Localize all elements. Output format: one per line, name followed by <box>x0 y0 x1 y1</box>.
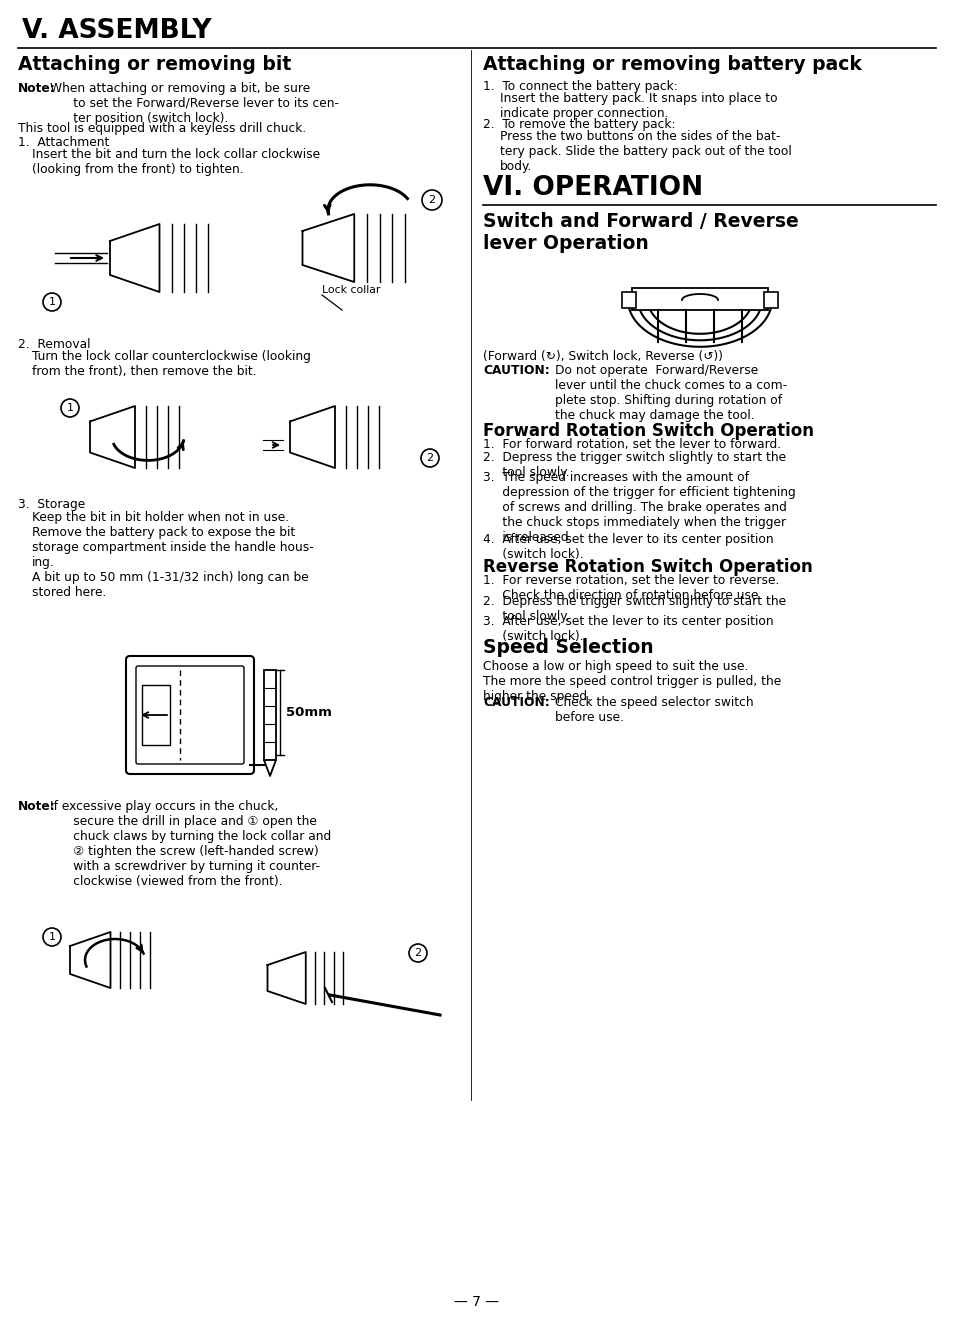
FancyBboxPatch shape <box>136 666 244 765</box>
Text: Do not operate  Forward/Reverse
lever until the chuck comes to a com-
plete stop: Do not operate Forward/Reverse lever unt… <box>555 364 786 421</box>
Text: 1.  For forward rotation, set the lever to forward.: 1. For forward rotation, set the lever t… <box>482 439 781 451</box>
Polygon shape <box>267 951 305 1004</box>
Bar <box>135 405 190 468</box>
Polygon shape <box>70 931 111 988</box>
Text: Note:: Note: <box>18 800 55 814</box>
Circle shape <box>421 189 441 209</box>
Text: Insert the bit and turn the lock collar clockwise
(looking from the front) to ti: Insert the bit and turn the lock collar … <box>32 148 320 176</box>
Bar <box>352 958 359 998</box>
Text: 2: 2 <box>428 195 436 205</box>
Text: 2: 2 <box>426 453 433 462</box>
Polygon shape <box>290 405 335 468</box>
Text: Reverse Rotation Switch Operation: Reverse Rotation Switch Operation <box>482 558 812 576</box>
Text: Forward Rotation Switch Operation: Forward Rotation Switch Operation <box>482 421 813 440</box>
Text: 2: 2 <box>414 947 421 958</box>
Circle shape <box>420 449 438 466</box>
Text: (Forward (↻), Switch lock, Reverse (↺)): (Forward (↻), Switch lock, Reverse (↺)) <box>482 350 722 363</box>
Bar <box>111 931 160 988</box>
Text: 2.  Depress the trigger switch slightly to start the
     tool slowly.: 2. Depress the trigger switch slightly t… <box>482 451 785 480</box>
Text: VI. OPERATION: VI. OPERATION <box>482 175 702 201</box>
Bar <box>190 413 198 461</box>
Text: Speed Selection: Speed Selection <box>482 639 653 657</box>
Text: 2.  Removal: 2. Removal <box>18 338 91 351</box>
Circle shape <box>61 399 79 417</box>
Text: 4.  After use, set the lever to its center position
     (switch lock).: 4. After use, set the lever to its cente… <box>482 533 773 560</box>
Bar <box>142 685 170 745</box>
Bar <box>417 223 426 274</box>
Polygon shape <box>264 761 275 776</box>
Text: 1: 1 <box>49 297 55 307</box>
Text: Attaching or removing battery pack: Attaching or removing battery pack <box>482 56 861 74</box>
Text: 1.  Attachment: 1. Attachment <box>18 136 110 148</box>
Text: Turn the lock collar counterclockwise (looking
from the front), then remove the : Turn the lock collar counterclockwise (l… <box>32 350 311 378</box>
Circle shape <box>43 293 61 311</box>
Text: Choose a low or high speed to suit the use.
The more the speed control trigger i: Choose a low or high speed to suit the u… <box>482 660 781 704</box>
Text: 1.  To connect the battery pack:: 1. To connect the battery pack: <box>482 80 677 93</box>
Bar <box>264 670 275 761</box>
Text: Note:: Note: <box>18 82 55 95</box>
Polygon shape <box>302 215 354 282</box>
Text: V. ASSEMBLY: V. ASSEMBLY <box>22 19 212 44</box>
Bar <box>160 938 167 982</box>
Text: 50mm: 50mm <box>286 705 332 718</box>
Bar <box>354 215 417 282</box>
Polygon shape <box>110 224 159 292</box>
Bar <box>335 405 390 468</box>
Polygon shape <box>90 405 135 468</box>
Circle shape <box>43 927 61 946</box>
Bar <box>220 232 229 284</box>
Text: Switch and Forward / Reverse
lever Operation: Switch and Forward / Reverse lever Opera… <box>482 212 798 253</box>
Text: CAUTION:: CAUTION: <box>482 696 549 709</box>
Text: 2.  To remove the battery pack:: 2. To remove the battery pack: <box>482 118 675 131</box>
Bar <box>631 288 767 310</box>
Text: Attaching or removing bit: Attaching or removing bit <box>18 56 291 74</box>
Text: Lock collar: Lock collar <box>322 285 380 295</box>
FancyBboxPatch shape <box>126 656 253 774</box>
Text: 3.  The speed increases with the amount of
     depression of the trigger for ef: 3. The speed increases with the amount o… <box>482 470 795 545</box>
Text: If excessive play occurs in the chuck,
      secure the drill in place and ① ope: If excessive play occurs in the chuck, s… <box>50 800 331 888</box>
Circle shape <box>409 943 427 962</box>
Text: — 7 —: — 7 — <box>454 1295 499 1309</box>
Text: When attaching or removing a bit, be sure
      to set the Forward/Reverse lever: When attaching or removing a bit, be sur… <box>50 82 338 125</box>
Bar <box>621 292 636 307</box>
Text: This tool is equipped with a keyless drill chuck.: This tool is equipped with a keyless dri… <box>18 122 306 135</box>
Text: Insert the battery pack. It snaps into place to
indicate proper connection.: Insert the battery pack. It snaps into p… <box>499 91 777 121</box>
Text: 3.  After use, set the lever to its center position
     (switch lock).: 3. After use, set the lever to its cente… <box>482 615 773 643</box>
Text: 3.  Storage: 3. Storage <box>18 498 85 511</box>
Bar <box>305 951 352 1004</box>
Text: Check the speed selector switch
before use.: Check the speed selector switch before u… <box>555 696 753 723</box>
Bar <box>159 224 220 292</box>
Bar <box>763 292 778 307</box>
Text: Keep the bit in bit holder when not in use.
Remove the battery pack to expose th: Keep the bit in bit holder when not in u… <box>32 511 314 599</box>
Text: 1: 1 <box>67 403 73 413</box>
Text: Press the two buttons on the sides of the bat-
tery pack. Slide the battery pack: Press the two buttons on the sides of th… <box>499 130 791 174</box>
Text: 1.  For reverse rotation, set the lever to reverse.
     Check the direction of : 1. For reverse rotation, set the lever t… <box>482 574 779 602</box>
Text: 2.  Depress the trigger switch slightly to start the
     tool slowly.: 2. Depress the trigger switch slightly t… <box>482 595 785 623</box>
Text: 1: 1 <box>49 931 55 942</box>
Bar <box>390 413 397 461</box>
Text: CAUTION:: CAUTION: <box>482 364 549 378</box>
